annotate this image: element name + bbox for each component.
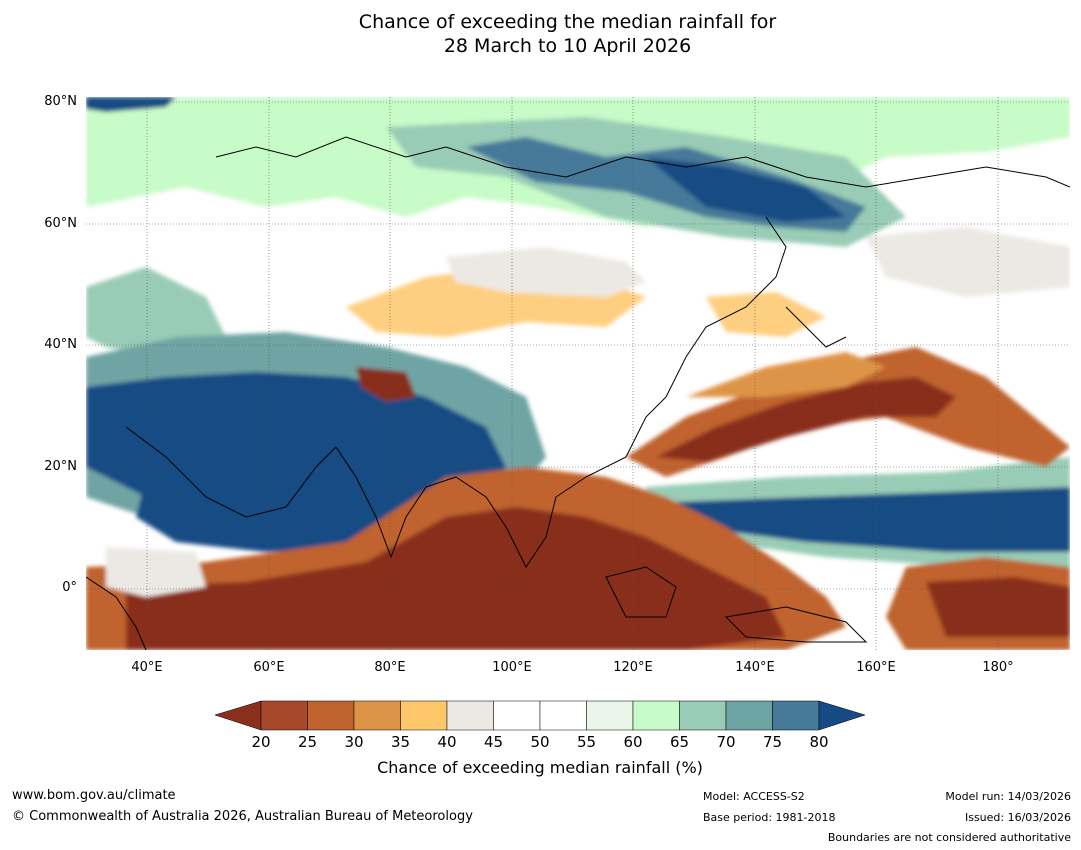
colorbar-tick: 30 <box>344 733 364 751</box>
map-title: Chance of exceeding the median rainfall … <box>0 10 1081 58</box>
colorbar-segment <box>586 700 634 731</box>
base-period-text: Base period: 1981-2018 <box>703 811 836 824</box>
arabia-grey-patch <box>106 547 206 597</box>
colorbar-segment <box>772 700 820 731</box>
boundaries-disclaimer: Boundaries are not considered authoritat… <box>827 831 1071 844</box>
coastline-arabia <box>125 426 337 518</box>
lat-label: 0° <box>62 580 77 595</box>
mongolia-grey-patch <box>446 247 646 297</box>
colorbar-segment <box>539 700 587 731</box>
colorbar-segment <box>307 700 355 731</box>
title-line-1: Chance of exceeding the median rainfall … <box>358 11 777 33</box>
lat-label: 20°N <box>44 459 77 474</box>
map-canvas <box>86 97 1070 650</box>
colorbar-segment <box>400 700 448 731</box>
lon-label: 180° <box>982 660 1014 675</box>
colorbar-segment <box>353 700 401 731</box>
copyright-text: © Commonwealth of Australia 2026, Austra… <box>12 809 473 824</box>
colorbar-tick: 20 <box>251 733 271 751</box>
rainfall-map <box>86 97 1070 650</box>
colorbar-tick: 60 <box>623 733 643 751</box>
colorbar-segment-high <box>818 700 866 731</box>
colorbar <box>215 700 866 731</box>
colorbar-tick: 70 <box>716 733 736 751</box>
arctic-blue-patch <box>86 97 176 112</box>
coastline-arctic <box>215 136 1070 188</box>
korea-yellow-patch <box>706 292 826 337</box>
coastline-southeast-asia <box>455 396 667 568</box>
colorbar-tick: 55 <box>576 733 597 751</box>
colorbar-tick: 65 <box>669 733 690 751</box>
pacific-blue-band <box>676 487 1070 552</box>
lat-label: 80°N <box>44 94 77 109</box>
europe-teal-patch <box>86 267 226 357</box>
nw-pacific-dry-core <box>656 377 956 462</box>
website-link[interactable]: www.bom.gov.au/climate <box>12 788 176 803</box>
colorbar-tick: 75 <box>762 733 783 751</box>
issued-text: Issued: 16/03/2026 <box>964 811 1071 824</box>
equatorial-dry-core <box>126 507 786 650</box>
colorbar-tick: 80 <box>809 733 829 751</box>
colorbar-tick: 50 <box>530 733 550 751</box>
colorbar-tick: 40 <box>437 733 457 751</box>
lon-label: 40°E <box>131 660 163 675</box>
coastline-borneo <box>605 566 677 618</box>
colorbar-tick: 25 <box>297 733 318 751</box>
coastline-japan <box>785 306 847 348</box>
tibet-dry-patch <box>356 367 416 402</box>
model-text: Model: ACCESS-S2 <box>703 790 805 803</box>
lon-label: 100°E <box>492 660 532 675</box>
lon-label: 80°E <box>374 660 406 675</box>
colorbar-segment <box>493 700 541 731</box>
colorbar-segment <box>446 700 494 731</box>
graticule <box>86 97 1070 650</box>
coastline-new-guinea <box>724 606 868 643</box>
lat-label: 60°N <box>44 216 77 231</box>
east-china-orange-patch <box>686 352 886 397</box>
coastline-africa <box>86 576 147 650</box>
lon-label: 60°E <box>253 660 285 675</box>
coastline-india <box>335 446 457 559</box>
colorbar-tick: 35 <box>390 733 411 751</box>
pacific-grey-patch <box>866 227 1070 297</box>
lon-label: 140°E <box>735 660 775 675</box>
siberia-blue-patch <box>646 157 846 222</box>
title-line-2: 28 March to 10 April 2026 <box>443 35 692 57</box>
colorbar-segment <box>260 700 308 731</box>
colorbar-segment-low <box>215 700 262 731</box>
colorbar-segment <box>632 700 680 731</box>
arabian-sea-blue <box>136 477 386 552</box>
coastlines <box>86 136 1070 650</box>
colorbar-segment <box>725 700 773 731</box>
lon-label: 160°E <box>856 660 896 675</box>
colorbar-label: Chance of exceeding median rainfall (%) <box>377 758 703 777</box>
lon-label: 120°E <box>613 660 653 675</box>
model-run-text: Model run: 14/03/2026 <box>945 790 1071 803</box>
coastline-east-asia <box>665 216 787 398</box>
colorbar-segment <box>679 700 727 731</box>
rainfall-field <box>86 97 1070 650</box>
colorbar-tick: 45 <box>483 733 504 751</box>
lat-label: 40°N <box>44 337 77 352</box>
